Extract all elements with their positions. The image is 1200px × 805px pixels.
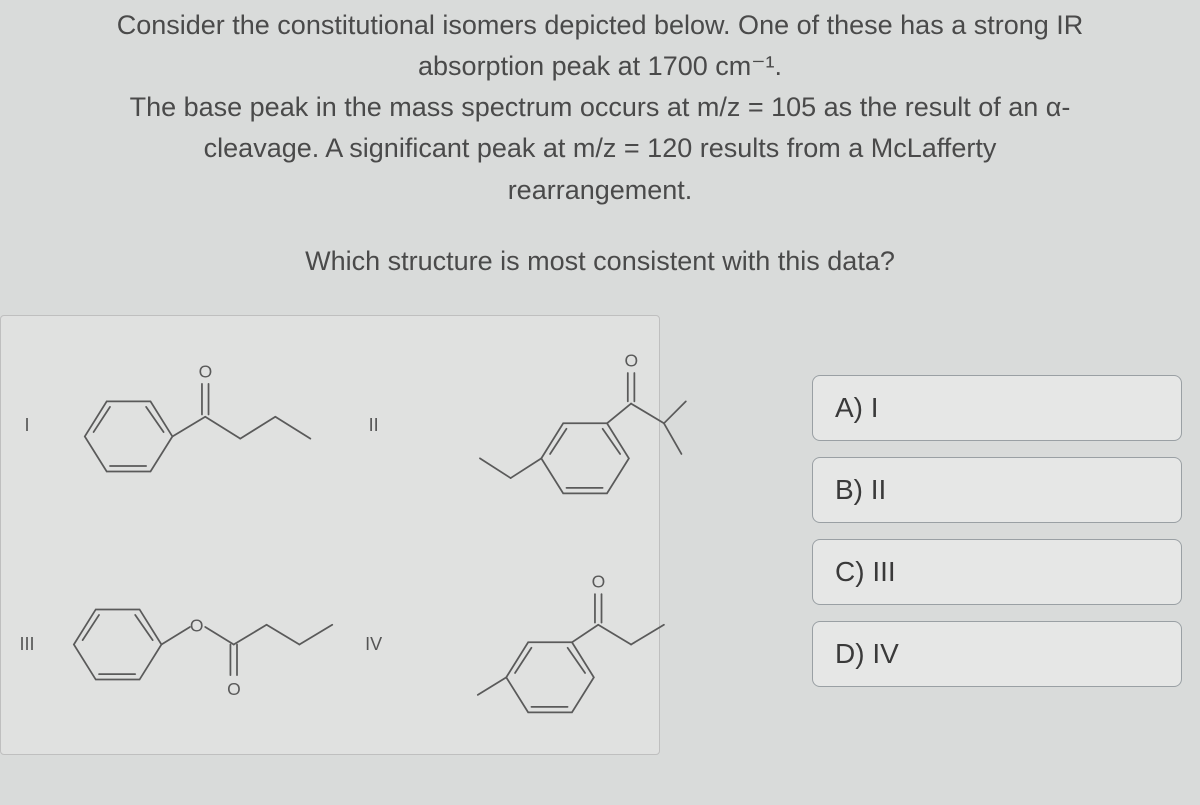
structure-label: I [13, 415, 41, 436]
structure-I: O [41, 316, 348, 535]
option-d[interactable]: D) IV [812, 621, 1182, 687]
structure-II: O [388, 316, 695, 535]
answer-options: A) I B) II C) III D) IV [660, 315, 1184, 755]
option-label: D) IV [835, 638, 899, 670]
structure-IV: O [388, 535, 695, 754]
q-line: rearrangement. [60, 171, 1140, 210]
structure-label: III [13, 634, 41, 655]
svg-text:O: O [227, 679, 241, 699]
q-line: The base peak in the mass spectrum occur… [60, 88, 1140, 127]
sub-question: Which structure is most consistent with … [0, 246, 1200, 277]
structure-label: II [360, 415, 388, 436]
svg-text:O: O [624, 350, 638, 370]
option-label: B) II [835, 474, 886, 506]
option-c[interactable]: C) III [812, 539, 1182, 605]
q-line: Consider the constitutional isomers depi… [60, 6, 1140, 45]
structures-panel: I O [0, 315, 660, 755]
question-text: Consider the constitutional isomers depi… [0, 0, 1200, 210]
svg-text:O: O [190, 615, 204, 635]
q-line: cleavage. A significant peak at m/z = 12… [60, 129, 1140, 168]
option-b[interactable]: B) II [812, 457, 1182, 523]
option-label: C) III [835, 556, 896, 588]
structure-label: IV [360, 634, 388, 655]
q-line: absorption peak at 1700 cm⁻¹. [60, 47, 1140, 86]
svg-text:O: O [199, 361, 213, 381]
option-a[interactable]: A) I [812, 375, 1182, 441]
structure-III: O O [41, 535, 348, 754]
option-label: A) I [835, 392, 879, 424]
svg-text:O: O [591, 571, 605, 591]
